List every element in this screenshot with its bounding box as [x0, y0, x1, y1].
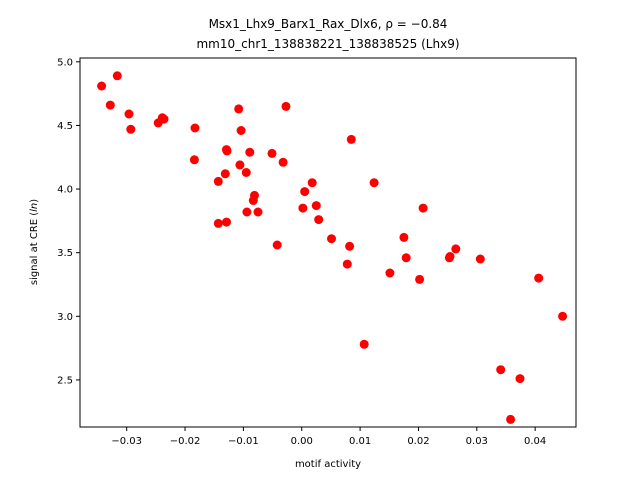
- y-tick-label-2: 3.5: [57, 248, 73, 259]
- data-point-35: [272, 240, 282, 250]
- data-point-31: [298, 203, 308, 213]
- y-tick-label-5: 5.0: [57, 57, 73, 68]
- data-point-24: [253, 207, 263, 217]
- data-point-11: [222, 146, 232, 156]
- data-point-36: [327, 234, 336, 244]
- data-point-34: [369, 178, 379, 188]
- x-tick-label-0: −0.03: [111, 436, 142, 447]
- data-point-7: [159, 114, 169, 124]
- x-tick-label-2: −0.01: [228, 436, 259, 447]
- data-point-29: [307, 178, 317, 188]
- y-tick-label-3: 4.0: [57, 185, 73, 196]
- data-point-33: [346, 134, 356, 144]
- x-tick-label-3: 0.00: [291, 436, 313, 447]
- data-point-37: [345, 241, 355, 251]
- chart-title-line1: Msx1_Lhx9_Barx1_Rax_Dlx6, ρ = −0.84: [209, 17, 448, 31]
- data-point-27: [213, 218, 223, 228]
- data-point-26: [222, 217, 231, 227]
- data-point-17: [235, 160, 245, 170]
- x-tick-label-5: 0.02: [407, 436, 429, 447]
- data-point-53: [506, 414, 516, 424]
- x-tick-label-7: 0.04: [524, 436, 546, 447]
- y-tick-label-0: 2.5: [57, 375, 73, 386]
- data-point-51: [496, 365, 506, 375]
- data-point-8: [190, 123, 200, 133]
- data-point-38: [342, 259, 352, 269]
- data-point-21: [220, 169, 230, 179]
- data-point-0: [97, 81, 107, 91]
- data-point-3: [124, 109, 134, 119]
- data-point-23: [250, 190, 259, 200]
- data-point-46: [451, 244, 461, 254]
- data-point-30: [311, 201, 321, 211]
- data-point-52: [515, 374, 525, 384]
- data-point-47: [475, 254, 485, 264]
- data-point-41: [401, 253, 411, 263]
- data-point-50: [359, 339, 369, 349]
- points-layer: [97, 71, 568, 424]
- x-axis-label: motif activity: [295, 459, 361, 470]
- data-point-9: [189, 155, 199, 165]
- data-point-1: [112, 71, 122, 81]
- plot-area: −0.03 −0.02 −0.01 0.00 0.01 0.02 0.03 0.04 2.5 3…: [57, 57, 577, 447]
- y-axis: 2.5 3.0 3.5 4.0 4.5 5.0: [57, 57, 80, 386]
- data-point-49: [558, 311, 568, 321]
- chart-title-line2: mm10_chr1_138838221_138838525 (Lhx9): [196, 37, 459, 51]
- data-point-40: [399, 232, 409, 242]
- data-point-28: [300, 187, 310, 197]
- x-axis: −0.03 −0.02 −0.01 0.00 0.01 0.02 0.03 0.04: [111, 427, 546, 447]
- y-axis-label: signal at CRE (ln): [29, 199, 40, 285]
- x-tick-label-1: −0.02: [170, 436, 201, 447]
- x-tick-label-4: 0.01: [349, 436, 371, 447]
- data-point-16: [278, 157, 288, 167]
- data-point-4: [126, 124, 136, 134]
- data-point-13: [236, 126, 246, 135]
- data-point-14: [281, 101, 291, 111]
- y-tick-label-1: 3.0: [57, 312, 73, 323]
- data-point-32: [314, 215, 324, 225]
- data-point-20: [213, 176, 223, 186]
- data-point-19: [245, 147, 255, 157]
- data-point-15: [267, 148, 277, 158]
- data-point-43: [415, 274, 425, 284]
- data-point-12: [234, 104, 244, 114]
- data-point-25: [242, 207, 252, 217]
- data-point-39: [418, 203, 428, 213]
- data-point-45: [444, 253, 454, 263]
- x-tick-label-6: 0.03: [466, 436, 488, 447]
- data-point-2: [105, 100, 115, 110]
- data-point-42: [385, 268, 395, 278]
- y-tick-label-4: 4.5: [57, 121, 73, 132]
- data-point-48: [534, 273, 544, 283]
- data-point-18: [241, 168, 251, 177]
